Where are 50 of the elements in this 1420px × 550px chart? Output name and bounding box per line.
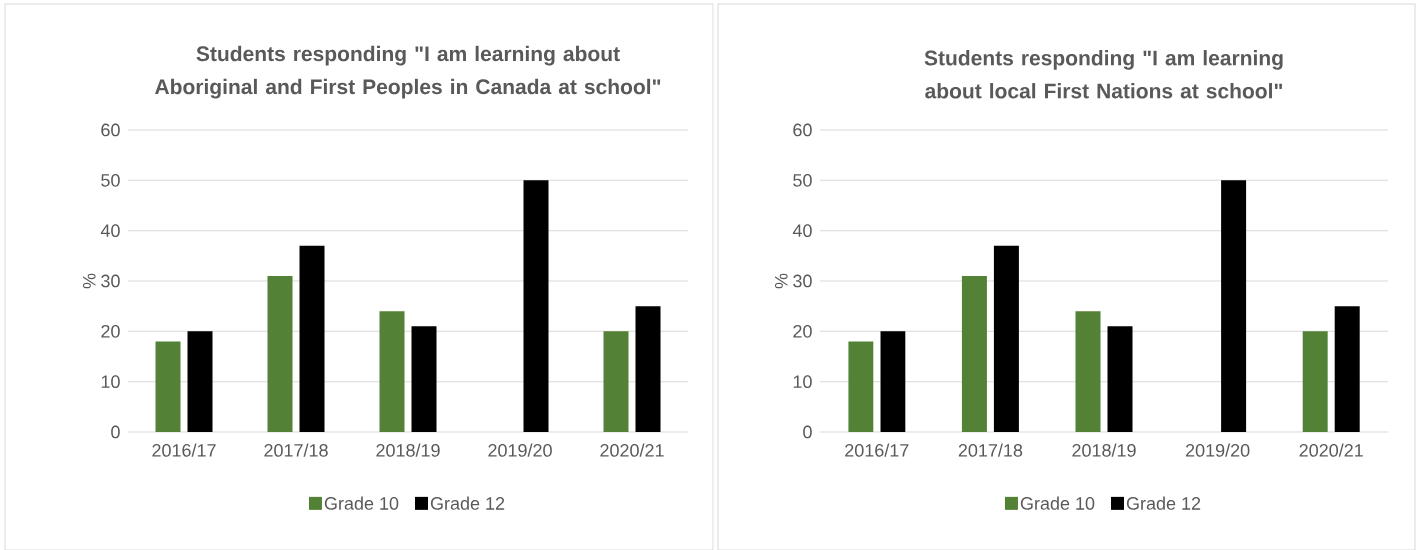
x-tick-label: 2020/21 [1299, 443, 1363, 457]
y-tick-label: 10 [793, 375, 812, 389]
legend-label: Grade 12 [430, 496, 505, 510]
bar [961, 275, 987, 432]
x-tick-label: 2018/19 [1072, 443, 1136, 457]
bar [880, 331, 906, 432]
bar [1075, 311, 1101, 432]
bar [635, 306, 661, 432]
y-tick-label: 30 [793, 274, 812, 288]
chart-title: Students responding "I am learning about Aboriginal and First Peoples in Canada at school" [155, 45, 661, 99]
y-tick-label: 0 [111, 425, 120, 439]
y-tick-label: 0 [803, 425, 812, 439]
x-tick-label: 2016/17 [152, 443, 216, 457]
y-tick-label: 50 [101, 173, 120, 187]
y-axis-title: % [774, 273, 788, 289]
legend-label: Grade 12 [1126, 496, 1201, 510]
bar [848, 341, 874, 432]
x-tick-label: 2016/17 [845, 443, 909, 457]
bar [155, 341, 181, 432]
bar [523, 180, 549, 432]
x-tick-label: 2017/18 [958, 443, 1023, 457]
bar [267, 275, 293, 432]
x-tick-label: 2020/21 [600, 443, 664, 457]
bar [1221, 180, 1247, 432]
x-tick-label: 2019/20 [1185, 443, 1250, 457]
bar [1334, 306, 1360, 432]
x-tick-label: 2018/19 [376, 443, 440, 457]
y-tick-label: 50 [793, 173, 812, 187]
bar [1107, 326, 1133, 432]
bar [299, 245, 325, 432]
y-tick-label: 60 [101, 123, 120, 137]
y-tick-label: 10 [101, 375, 120, 389]
bar [411, 326, 437, 432]
y-tick-label: 40 [792, 224, 812, 238]
legend-label: Grade 10 [324, 496, 399, 510]
bar [1302, 331, 1328, 432]
bar [603, 331, 629, 432]
x-tick-label: 2019/20 [488, 443, 552, 457]
bar [187, 331, 213, 432]
chart-title: Students responding "I am learning about local First Nations at school" [924, 50, 1283, 99]
bar [993, 245, 1019, 432]
bar [379, 311, 405, 432]
y-tick-label: 20 [793, 324, 812, 338]
y-tick-label: 40 [100, 224, 120, 238]
y-axis-title: % [82, 273, 96, 289]
y-tick-label: 20 [101, 324, 120, 338]
y-tick-label: 30 [101, 274, 120, 288]
x-tick-label: 2017/18 [264, 443, 328, 457]
legend-label: Grade 10 [1020, 496, 1095, 510]
y-tick-label: 60 [793, 123, 812, 137]
